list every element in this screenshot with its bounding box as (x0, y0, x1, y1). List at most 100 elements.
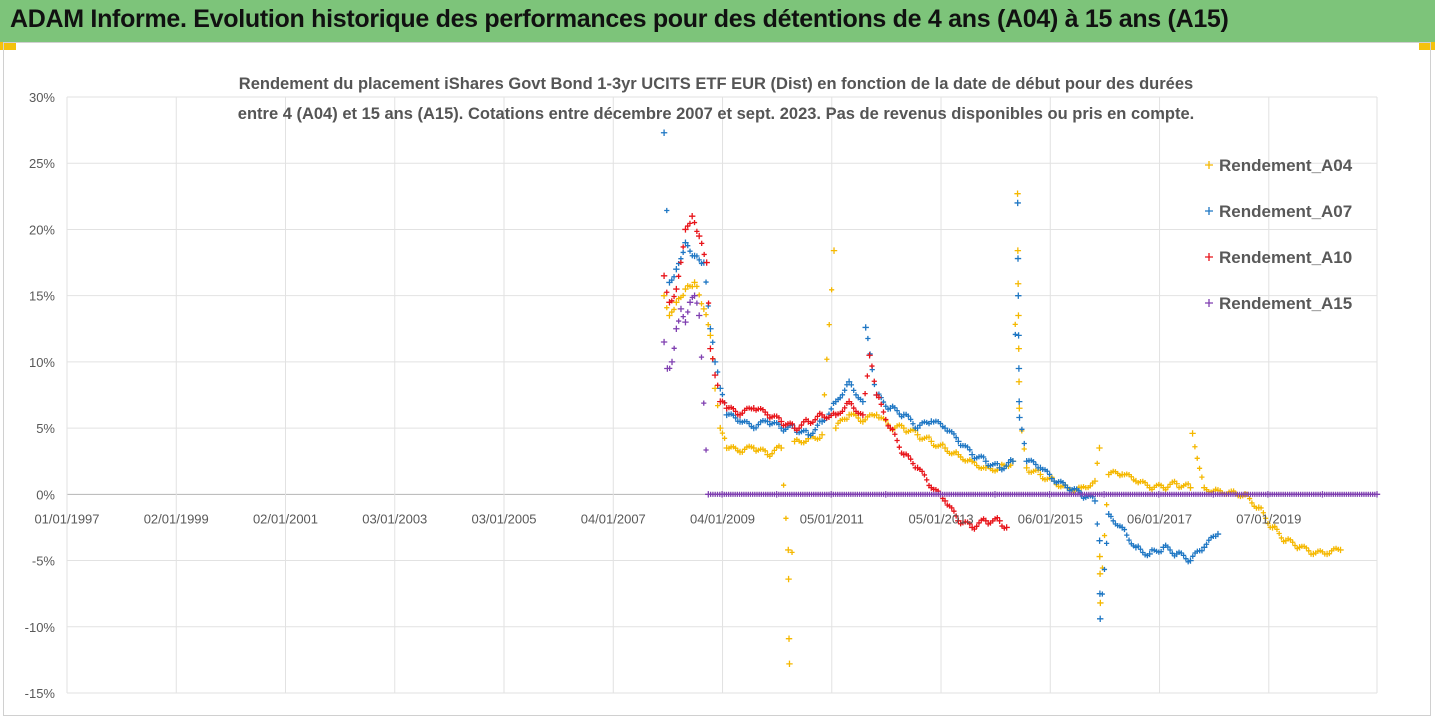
data-point-fill (951, 508, 957, 514)
data-point (1015, 292, 1022, 299)
data-point-fill (796, 425, 802, 431)
data-point (778, 418, 785, 425)
data-point-fill (721, 400, 728, 406)
data-point-fill (1001, 466, 1007, 472)
data-point-fill (958, 454, 964, 460)
data-point-fill (803, 427, 809, 434)
data-point (786, 660, 793, 668)
data-point (717, 424, 724, 432)
legend-marker-Rendement_A10 (1205, 253, 1213, 261)
chart-frame (3, 42, 1431, 716)
data-point-fill (715, 403, 721, 409)
data-point-fill (814, 422, 821, 428)
data-point-fill (905, 413, 911, 419)
data-point-fill (883, 416, 889, 423)
data-point (941, 424, 949, 432)
data-point-fill (851, 387, 857, 393)
data-point-fill (971, 526, 978, 532)
banner-corner-right (1419, 42, 1435, 50)
data-point (1014, 199, 1021, 207)
data-point-fill (678, 259, 684, 266)
data-point-fill (1203, 541, 1210, 547)
data-point-fill (894, 408, 900, 414)
data-point (1037, 471, 1044, 478)
data-point (673, 299, 680, 306)
data-point-fill (767, 453, 773, 459)
data-point (1096, 570, 1104, 577)
data-point-fill (964, 444, 971, 450)
data-point-fill (1108, 513, 1114, 520)
data-point-fill (1019, 426, 1025, 432)
y-tick-label: 15% (29, 289, 55, 304)
data-point-fill (937, 420, 944, 427)
data-point (955, 517, 962, 525)
data-point-fill (671, 293, 677, 300)
data-point-fill (871, 378, 877, 384)
data-point-fill (1044, 468, 1050, 474)
data-point-fill (880, 409, 887, 415)
data-point-fill (1190, 553, 1196, 559)
data-point (866, 352, 873, 359)
data-point-fill (876, 394, 882, 401)
data-point-fill (1196, 465, 1203, 471)
banner-title: ADAM Informe. Evolution historique des p… (10, 5, 1229, 33)
data-point-fill (730, 412, 736, 418)
data-point-fill (1192, 444, 1198, 450)
data-point-fill (689, 283, 695, 290)
data-point-fill (894, 437, 900, 444)
data-point (1064, 484, 1071, 491)
data-point-fill (1249, 500, 1255, 506)
data-point-fill (1276, 530, 1282, 537)
data-point (1016, 405, 1023, 412)
data-point-fill (719, 391, 726, 398)
data-point-fill (680, 249, 686, 256)
data-point (764, 411, 771, 419)
data-point-fill (694, 253, 700, 259)
data-point-fill (828, 406, 834, 412)
legend: Rendement_A04 Rendement_A07 Rendement_A10 R… (1205, 156, 1353, 313)
data-point (955, 438, 962, 445)
data-point (688, 213, 696, 220)
data-point-fill (669, 298, 675, 304)
data-point-fill (1104, 502, 1110, 508)
data-point (1014, 190, 1021, 197)
data-point-fill (798, 422, 805, 428)
data-point-fill (730, 406, 736, 412)
data-point (686, 299, 694, 306)
x-tick-label: 06/01/2015 (1018, 511, 1083, 526)
data-point-fill (842, 405, 848, 411)
data-point-fill (892, 405, 898, 411)
data-point-fill (908, 456, 914, 462)
data-point-fill (685, 309, 691, 315)
data-point-fill (855, 415, 861, 421)
data-point-fill (698, 354, 705, 360)
data-point (914, 424, 921, 432)
data-point-fill (814, 413, 821, 419)
chart-title-line1: Rendement du placement iShares Govt Bond… (239, 75, 1193, 93)
y-tick-label: 20% (29, 222, 55, 237)
x-tick-labels: 01/01/1997 02/01/1999 02/01/2001 03/01/2003… (34, 511, 1301, 526)
legend-label: Rendement_A07 (1219, 202, 1352, 221)
data-point-fill (817, 435, 823, 441)
x-tick-label: 02/01/1999 (144, 511, 209, 526)
data-point-fill (1076, 488, 1082, 494)
data-point-fill (883, 403, 889, 409)
data-point (1096, 537, 1103, 544)
y-tick-label: 25% (29, 156, 55, 171)
y-tick-labels: -15% -10% -5% 0% 5% 10% 15% 20% 25% 30% (25, 90, 56, 701)
x-tick-label: 07/01/2019 (1236, 511, 1301, 526)
data-point-fill (676, 318, 682, 324)
data-point-fill (869, 363, 875, 369)
data-point-fill (1247, 495, 1253, 502)
data-point (1016, 414, 1023, 421)
data-point-fill (980, 454, 987, 460)
x-tick-label: 04/01/2009 (690, 511, 755, 526)
data-point-fill (974, 523, 980, 529)
banner-corner-left (0, 42, 16, 50)
data-point-fill (1260, 510, 1266, 516)
data-point-fill (694, 283, 700, 290)
data-point-fill (776, 415, 782, 421)
data-point-fill (1265, 520, 1271, 527)
data-point-fill (919, 468, 925, 474)
legend-label: Rendement_A10 (1219, 248, 1352, 267)
